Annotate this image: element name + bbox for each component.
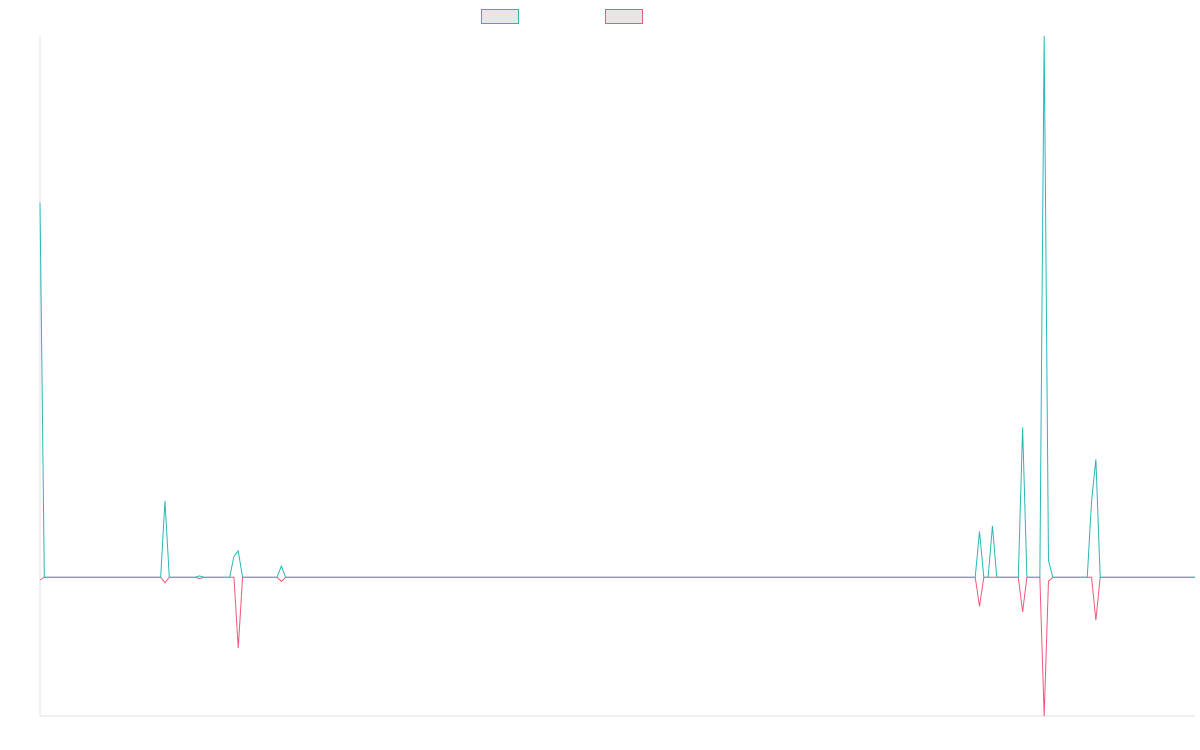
chart-legend [0, 9, 1200, 27]
series-line-1 [39, 35, 1195, 578]
legend-swatch-series-1[interactable] [481, 9, 519, 24]
series-line-2 [39, 576, 1195, 717]
legend-swatch-series-2[interactable] [605, 9, 643, 24]
